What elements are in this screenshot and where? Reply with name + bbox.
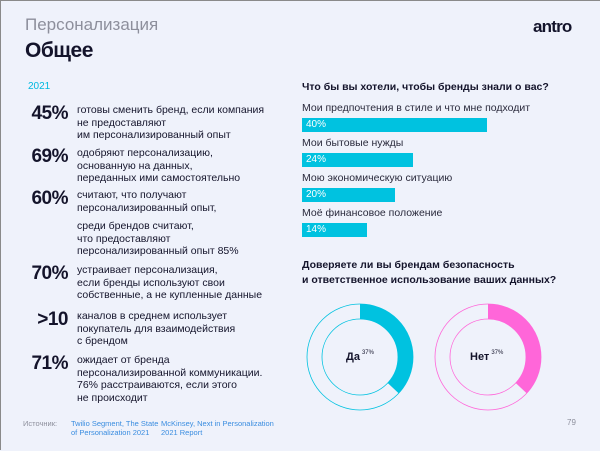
bar: 14% [302,223,367,237]
donut-chart-title: Доверяете ли вы брендам безопасность и от… [302,259,557,286]
stat-value: >10 [37,309,68,330]
section-title: Персонализация [25,15,159,34]
stat-text: устраивает персонализация, если бренды ис… [77,264,263,301]
bar-value-label: 24% [306,154,327,165]
page-title: Общее [25,39,93,62]
stat-text: одобряют персонализацию, основанную на да… [77,147,241,184]
stat-text: готовы сменить бренд, если компания не пр… [77,104,265,141]
bar-value-label: 14% [306,224,327,235]
stat-extra-text: среди брендов считают, что предоставляют п… [77,220,239,257]
antro-logo: antro [533,17,572,36]
stat-text: ожидает от бренда персонализированной ком… [77,354,263,404]
source-label: Источник: [23,419,58,428]
source-link-mckinsey[interactable]: McKinsey, Next in Personalization 2021 Re… [161,419,274,437]
stat-text: считают, что получают персонализированный… [77,189,217,214]
bar-chart-title: Что бы вы хотели, чтобы бренды знали о в… [302,81,549,93]
bar: 20% [302,188,395,202]
donut-value: 37% [361,350,374,356]
bar-category-label: Моё финансовое положение [302,207,443,219]
bar-value-label: 40% [306,119,327,130]
stat-value: 60% [31,188,68,209]
bar: 24% [302,153,414,167]
bar-category-label: Мою экономическую ситуацию [302,172,453,184]
stat-value: 69% [31,146,68,167]
stat-value: 45% [31,103,68,124]
stat-text: каналов в среднем использует покупатель д… [77,310,236,347]
page-number: 79 [567,418,576,427]
bar-value-label: 20% [306,189,327,200]
donut-label: Нет 37% [470,350,504,363]
bar-category-label: Мои предпочтения в стиле и что мне подхо… [302,102,531,114]
donut-segment [360,304,413,394]
donut-label: Да 37% [346,350,374,363]
stat-value: 71% [31,353,68,374]
source-link-twilio[interactable]: Twilio Segment, The State of Personalizat… [71,419,159,437]
year-label: 2021 [28,81,51,92]
bar: 40% [302,118,488,132]
stat-value: 70% [31,263,68,284]
donut-segment [488,304,541,394]
bar-category-label: Мои бытовые нужды [302,137,404,149]
donut-value: 37% [491,350,504,356]
